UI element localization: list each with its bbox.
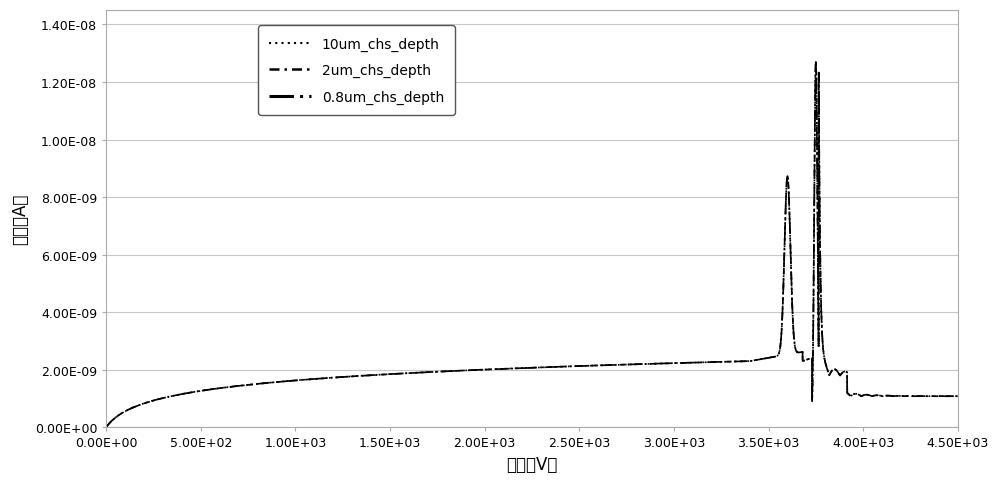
0.8um_chs_depth [604,363,616,368]
10um_chs_depth [641,361,653,367]
Line: 10um_chs_depth: 10um_chs_depth [106,63,958,427]
2um_chs_depth [810,60,822,66]
10um_chs_depth [810,60,822,66]
Line: 2um_chs_depth: 2um_chs_depth [106,63,958,427]
10um_chs_depth [952,393,964,399]
2um_chs_depth [952,393,964,399]
2um_chs_depth [100,424,112,430]
0.8um_chs_depth [731,359,743,364]
0.8um_chs_depth [100,424,112,430]
Legend: 10um_chs_depth, 2um_chs_depth, 0.8um_chs_depth: 10um_chs_depth, 2um_chs_depth, 0.8um_chs… [258,26,455,116]
10um_chs_depth [100,424,112,430]
10um_chs_depth [777,297,789,303]
0.8um_chs_depth [777,297,789,303]
0.8um_chs_depth [810,60,822,66]
10um_chs_depth [409,370,421,376]
2um_chs_depth [641,361,653,367]
2um_chs_depth [777,297,789,303]
2um_chs_depth [604,363,616,368]
10um_chs_depth [143,399,155,405]
10um_chs_depth [731,359,743,364]
0.8um_chs_depth [952,393,964,399]
2um_chs_depth [409,370,421,376]
2um_chs_depth [731,359,743,364]
0.8um_chs_depth [409,370,421,376]
0.8um_chs_depth [641,361,653,367]
X-axis label: 电压（V）: 电压（V） [506,455,558,473]
10um_chs_depth [604,363,616,368]
Y-axis label: 电流（A）: 电流（A） [11,194,29,245]
Line: 0.8um_chs_depth: 0.8um_chs_depth [106,63,958,427]
2um_chs_depth [143,399,155,405]
0.8um_chs_depth [143,399,155,405]
